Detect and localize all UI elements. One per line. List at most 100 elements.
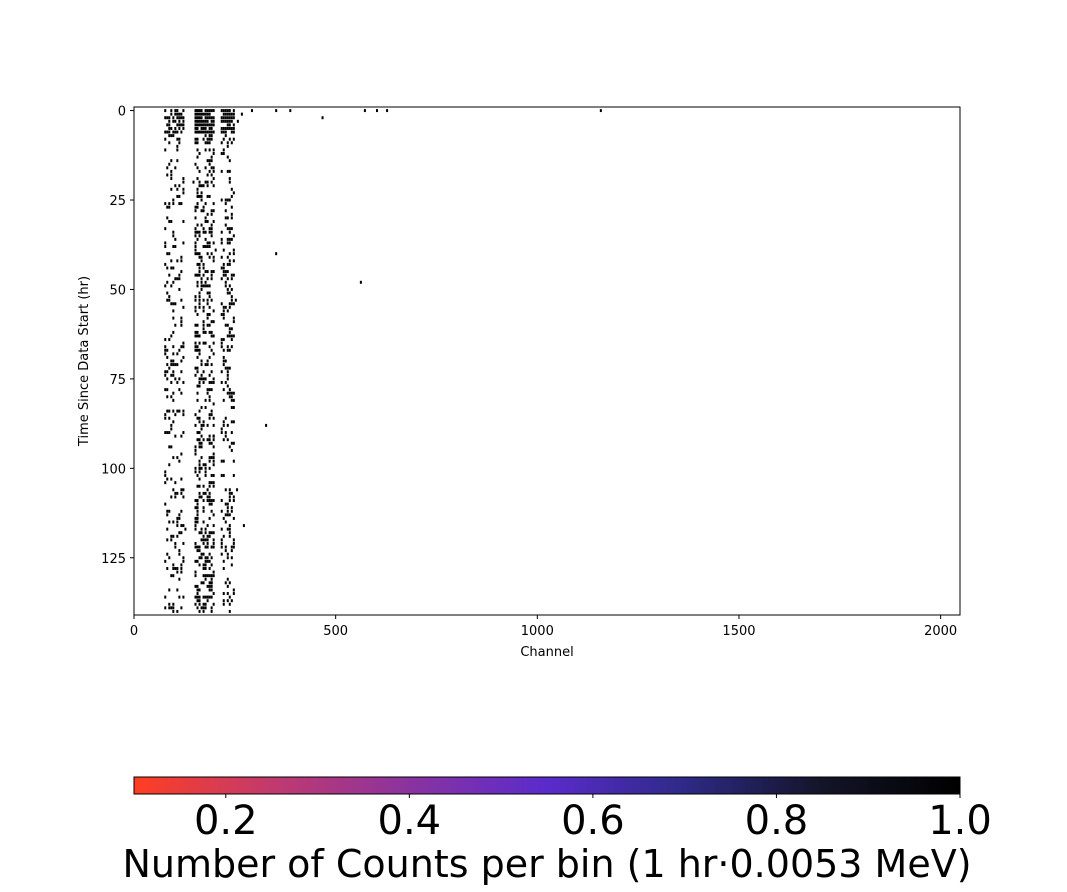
heatmap-cell bbox=[232, 459, 235, 463]
heatmap-cell bbox=[176, 567, 179, 570]
heatmap-cell bbox=[176, 148, 179, 152]
heatmap-cell bbox=[228, 159, 231, 163]
heatmap-cell bbox=[176, 491, 179, 495]
heatmap-cell bbox=[228, 445, 231, 449]
heatmap-cell bbox=[164, 502, 167, 506]
heatmap-cell bbox=[208, 169, 211, 173]
heatmap-cell bbox=[224, 434, 227, 438]
heatmap-cell bbox=[164, 431, 167, 435]
heatmap-cell bbox=[182, 109, 185, 113]
heatmap-cell bbox=[170, 534, 173, 538]
heatmap-cell bbox=[206, 313, 209, 316]
heatmap-cell bbox=[168, 606, 171, 610]
heatmap-cell bbox=[230, 556, 233, 560]
heatmap-cell bbox=[228, 609, 231, 613]
heatmap-cell bbox=[200, 552, 203, 556]
heatmap-cell bbox=[224, 109, 227, 113]
heatmap-cell bbox=[174, 130, 177, 134]
heatmap-cell bbox=[206, 119, 209, 123]
heatmap-cell bbox=[198, 112, 201, 116]
heatmap-cell bbox=[196, 473, 199, 477]
heatmap-cell bbox=[232, 538, 235, 542]
heatmap-cell bbox=[206, 291, 209, 295]
heatmap-cell bbox=[174, 363, 177, 367]
heatmap-cell bbox=[198, 463, 201, 467]
heatmap-cell bbox=[210, 166, 213, 170]
heatmap-cell bbox=[194, 309, 197, 313]
heatmap-cell bbox=[224, 216, 227, 220]
heatmap-cell bbox=[204, 109, 207, 113]
heatmap-cell bbox=[172, 520, 175, 524]
heatmap-cell bbox=[176, 380, 179, 384]
heatmap-cell bbox=[222, 355, 225, 359]
heatmap-cell bbox=[194, 341, 197, 345]
heatmap-cell bbox=[212, 423, 215, 427]
heatmap-cell bbox=[176, 588, 179, 592]
heatmap-cell bbox=[194, 109, 197, 113]
heatmap-cell bbox=[194, 305, 197, 309]
heatmap-cell bbox=[164, 116, 167, 120]
heatmap-cell bbox=[204, 219, 207, 223]
heatmap-cell bbox=[204, 123, 207, 127]
heatmap-cell bbox=[226, 373, 229, 377]
heatmap-cell bbox=[178, 112, 181, 116]
heatmap-cell bbox=[200, 184, 203, 188]
heatmap-cell bbox=[222, 266, 225, 270]
heatmap-cell bbox=[166, 395, 169, 399]
heatmap-cell bbox=[222, 534, 225, 538]
heatmap-cell bbox=[220, 241, 223, 245]
heatmap-cell bbox=[204, 134, 207, 138]
heatmap-cell bbox=[228, 513, 231, 517]
heatmap-cell bbox=[228, 177, 231, 181]
heatmap-cell bbox=[208, 116, 211, 120]
heatmap-cell bbox=[204, 119, 207, 123]
heatmap-cell bbox=[212, 434, 215, 438]
heatmap-cell bbox=[170, 109, 173, 113]
heatmap-cell bbox=[220, 370, 223, 374]
heatmap-cell bbox=[168, 588, 171, 592]
heatmap-cell bbox=[196, 313, 199, 316]
heatmap-cell bbox=[198, 252, 201, 256]
heatmap-cell bbox=[224, 520, 227, 524]
heatmap-cell bbox=[196, 112, 199, 116]
heatmap-cell bbox=[200, 287, 203, 291]
heatmap-cell bbox=[198, 431, 201, 435]
heatmap-cell bbox=[210, 388, 213, 392]
heatmap-cell bbox=[230, 273, 233, 277]
heatmap-cell bbox=[196, 330, 199, 334]
heatmap-cell bbox=[196, 126, 199, 130]
heatmap-cell bbox=[196, 599, 199, 603]
heatmap-cell bbox=[174, 302, 177, 306]
heatmap-cell bbox=[170, 219, 173, 223]
heatmap-cell bbox=[232, 130, 235, 134]
heatmap-cell bbox=[176, 516, 179, 520]
heatmap-cell bbox=[172, 370, 175, 374]
heatmap-cell bbox=[212, 570, 215, 574]
heatmap-cell bbox=[166, 388, 169, 392]
colorbar-label: Number of Counts per bin (1 hr·0.0053 Me… bbox=[122, 842, 971, 886]
heatmap-cell bbox=[198, 420, 201, 424]
y-tick-label: 75 bbox=[109, 373, 126, 388]
heatmap-cell bbox=[230, 395, 233, 399]
heatmap-cell bbox=[226, 509, 229, 513]
heatmap-cell bbox=[212, 334, 215, 338]
heatmap-cell bbox=[164, 388, 167, 392]
heatmap-cell bbox=[208, 313, 211, 316]
heatmap-cell bbox=[196, 506, 199, 510]
heatmap-cell bbox=[172, 330, 175, 334]
heatmap-cell bbox=[198, 116, 201, 120]
heatmap-cell bbox=[198, 169, 201, 173]
heatmap-cell bbox=[210, 348, 213, 352]
heatmap-cell bbox=[202, 463, 205, 467]
heatmap-cell bbox=[206, 363, 209, 367]
heatmap-cell bbox=[212, 459, 215, 463]
heatmap-cell bbox=[212, 473, 215, 477]
heatmap-cell bbox=[180, 509, 183, 513]
heatmap-cell bbox=[228, 330, 231, 334]
heatmap-cell bbox=[198, 531, 201, 535]
heatmap-cell bbox=[210, 273, 213, 277]
heatmap-cell bbox=[206, 595, 209, 599]
heatmap-cell bbox=[232, 234, 235, 238]
heatmap-cell bbox=[194, 205, 197, 209]
heatmap-cell bbox=[226, 599, 229, 603]
